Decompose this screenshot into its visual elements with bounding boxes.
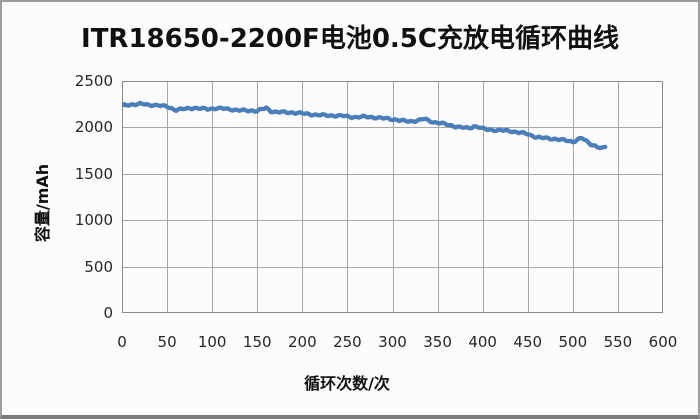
plot-area (122, 81, 663, 313)
capacity-curve (122, 100, 608, 151)
x-tick-label: 500 (558, 333, 588, 351)
x-tick-label: 550 (603, 333, 633, 351)
y-tick-label: 500 (84, 257, 113, 276)
y-tick-label: 1500 (74, 164, 113, 183)
x-tick-label: 250 (333, 333, 362, 351)
plot-border (122, 81, 663, 313)
y-tick-label: 2000 (74, 118, 113, 137)
x-tick-label: 600 (648, 333, 678, 351)
x-axis-title: 循环次数/次 (304, 374, 390, 393)
x-tick-label: 300 (378, 333, 407, 351)
y-axis-title: 容量/mAh (33, 163, 52, 243)
y-tick-label: 0 (103, 304, 113, 322)
x-tick-label: 100 (197, 333, 227, 351)
x-tick-label: 400 (468, 333, 497, 351)
x-tick-label: 200 (288, 333, 317, 351)
x-tick-label: 450 (513, 333, 543, 351)
y-tick-label: 1000 (74, 211, 113, 230)
chart-title: ITR18650-2200F电池0.5C充放电循环曲线 (81, 24, 619, 54)
x-tick-label: 0 (117, 333, 127, 351)
x-tick-label: 350 (423, 333, 452, 351)
x-tick-label: 150 (242, 333, 272, 351)
x-tick-label: 50 (157, 333, 177, 351)
plot-canvas (122, 81, 663, 313)
y-tick-label: 2500 (74, 72, 113, 90)
